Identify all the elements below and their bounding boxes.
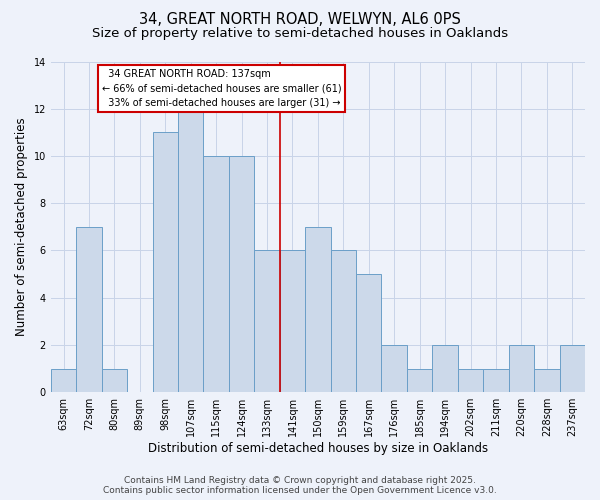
- Bar: [76, 227, 101, 392]
- Bar: [280, 250, 305, 392]
- Bar: [152, 132, 178, 392]
- Bar: [229, 156, 254, 392]
- Text: Size of property relative to semi-detached houses in Oaklands: Size of property relative to semi-detach…: [92, 28, 508, 40]
- Bar: [101, 368, 127, 392]
- Text: 34, GREAT NORTH ROAD, WELWYN, AL6 0PS: 34, GREAT NORTH ROAD, WELWYN, AL6 0PS: [139, 12, 461, 28]
- Bar: [483, 368, 509, 392]
- Bar: [305, 227, 331, 392]
- Bar: [407, 368, 433, 392]
- Text: Contains HM Land Registry data © Crown copyright and database right 2025.
Contai: Contains HM Land Registry data © Crown c…: [103, 476, 497, 495]
- Bar: [203, 156, 229, 392]
- Bar: [254, 250, 280, 392]
- Bar: [560, 345, 585, 392]
- Bar: [356, 274, 382, 392]
- Bar: [534, 368, 560, 392]
- Bar: [331, 250, 356, 392]
- Bar: [51, 368, 76, 392]
- Bar: [382, 345, 407, 392]
- X-axis label: Distribution of semi-detached houses by size in Oaklands: Distribution of semi-detached houses by …: [148, 442, 488, 455]
- Text: 34 GREAT NORTH ROAD: 137sqm
← 66% of semi-detached houses are smaller (61)
  33%: 34 GREAT NORTH ROAD: 137sqm ← 66% of sem…: [101, 68, 341, 108]
- Bar: [458, 368, 483, 392]
- Bar: [509, 345, 534, 392]
- Y-axis label: Number of semi-detached properties: Number of semi-detached properties: [15, 118, 28, 336]
- Bar: [178, 108, 203, 392]
- Bar: [433, 345, 458, 392]
